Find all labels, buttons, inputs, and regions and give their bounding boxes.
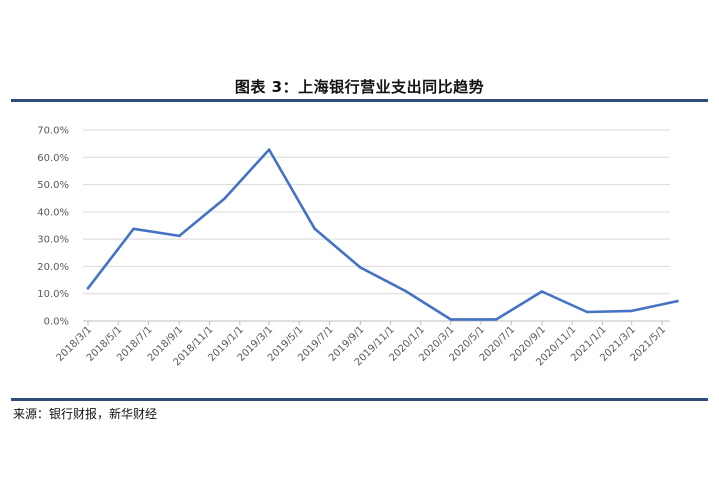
chart-title: 图表 3：上海银行营业支出同比趋势	[234, 78, 485, 96]
x-axis: 2018/3/12018/5/12018/7/12018/9/12018/11/…	[55, 320, 670, 368]
data-point	[585, 310, 589, 314]
y-axis-ticks: 0.0% 10.0% 20.0% 30.0% 40.0% 50.0% 60.0% 70.0%	[37, 126, 69, 328]
data-point	[177, 234, 181, 238]
y-tick-label: 30.0%	[37, 235, 69, 246]
y-tick-label: 60.0%	[37, 153, 69, 164]
top-rule	[11, 99, 708, 102]
y-tick-label: 40.0%	[37, 207, 69, 218]
y-tick-label: 50.0%	[37, 180, 69, 191]
data-point	[676, 299, 679, 303]
y-tick-label: 20.0%	[37, 262, 69, 273]
source-note: 来源：银行财报，新华财经	[13, 407, 158, 421]
y-tick-label: 10.0%	[37, 289, 69, 300]
data-point	[404, 289, 407, 293]
data-point	[267, 148, 271, 151]
series-line-group	[86, 148, 679, 321]
y-tick-label: 0.0%	[44, 317, 69, 328]
data-point	[449, 318, 452, 321]
data-point	[630, 309, 634, 313]
data-point	[359, 266, 362, 269]
data-point	[132, 227, 135, 231]
data-point	[313, 227, 317, 231]
gridlines	[83, 129, 670, 295]
y-tick-label: 70.0%	[37, 126, 69, 137]
bottom-rule	[11, 398, 708, 401]
data-point	[86, 286, 90, 290]
data-point	[223, 197, 226, 201]
series-line	[86, 148, 679, 321]
data-point	[494, 318, 498, 321]
data-point	[540, 290, 544, 293]
